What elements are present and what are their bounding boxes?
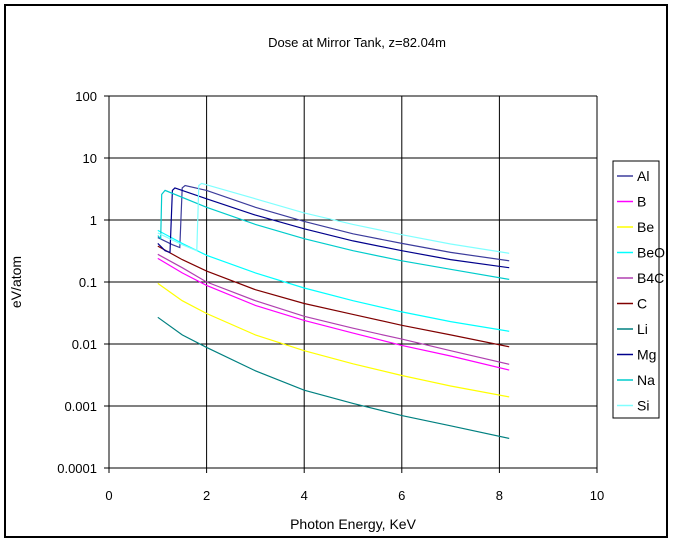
- y-tick-label: 10: [83, 151, 97, 166]
- y-tick-label: 0.01: [72, 337, 97, 352]
- x-tick-label: 4: [301, 488, 308, 503]
- legend-label-si: Si: [637, 398, 649, 414]
- chart-title: Dose at Mirror Tank, z=82.04m: [268, 35, 446, 50]
- x-tick-label: 6: [398, 488, 405, 503]
- legend-label-b4c: B4C: [637, 270, 664, 286]
- legend-label-na: Na: [637, 372, 655, 388]
- legend-label-c: C: [637, 296, 647, 312]
- y-tick-label: 100: [75, 89, 97, 104]
- legend-label-mg: Mg: [637, 347, 656, 363]
- legend-label-b: B: [637, 194, 646, 210]
- x-ticks: 0 2 4 6 8 10: [105, 468, 604, 503]
- x-tick-label: 8: [496, 488, 503, 503]
- y-tick-label: 0.001: [64, 399, 97, 414]
- x-tick-label: 2: [203, 488, 210, 503]
- legend-label-al: Al: [637, 168, 649, 184]
- x-tick-label: 10: [590, 488, 604, 503]
- x-axis-label: Photon Energy, KeV: [290, 516, 416, 532]
- legend: Al B Be BeO B4C C Li Mg Na Si: [613, 161, 665, 418]
- legend-label-beo: BeO: [637, 245, 665, 261]
- y-ticks: 0.0001 0.001 0.01 0.1 1 10 100: [57, 89, 109, 476]
- x-tick-label: 0: [105, 488, 112, 503]
- legend-label-li: Li: [637, 321, 648, 337]
- y-tick-label: 1: [90, 213, 97, 228]
- legend-label-be: Be: [637, 219, 654, 235]
- y-axis-label: eV/atom: [8, 256, 24, 308]
- y-tick-label: 0.1: [79, 275, 97, 290]
- y-tick-label: 0.0001: [57, 461, 97, 476]
